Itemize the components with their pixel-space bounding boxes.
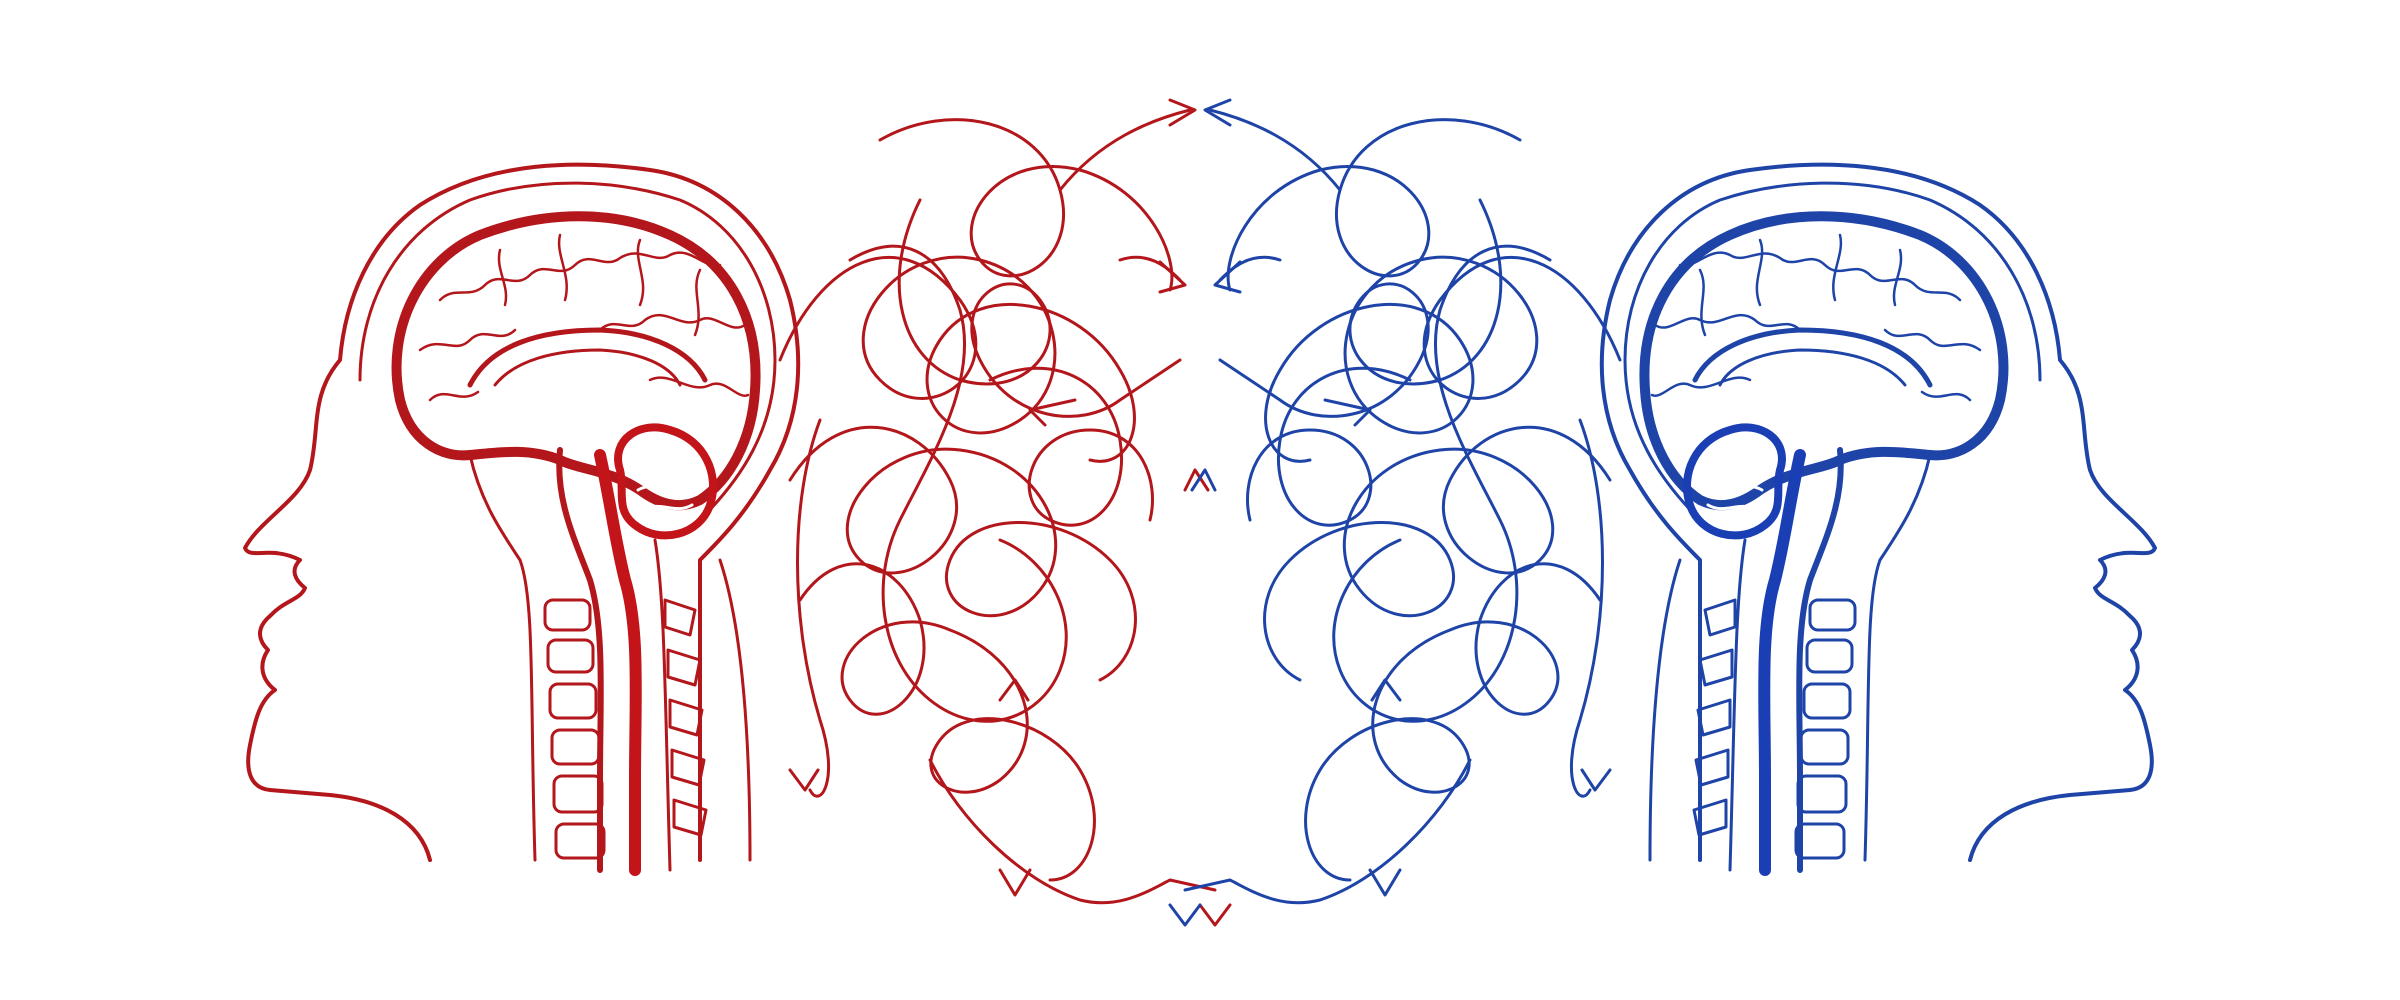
left-tangled-lines — [778, 98, 1232, 927]
right-head-profile — [1599, 162, 2157, 876]
right-tangled-lines — [1168, 98, 1622, 927]
right-head-group — [1168, 98, 2157, 927]
left-head-group — [243, 98, 1232, 927]
left-head-profile — [243, 162, 801, 876]
